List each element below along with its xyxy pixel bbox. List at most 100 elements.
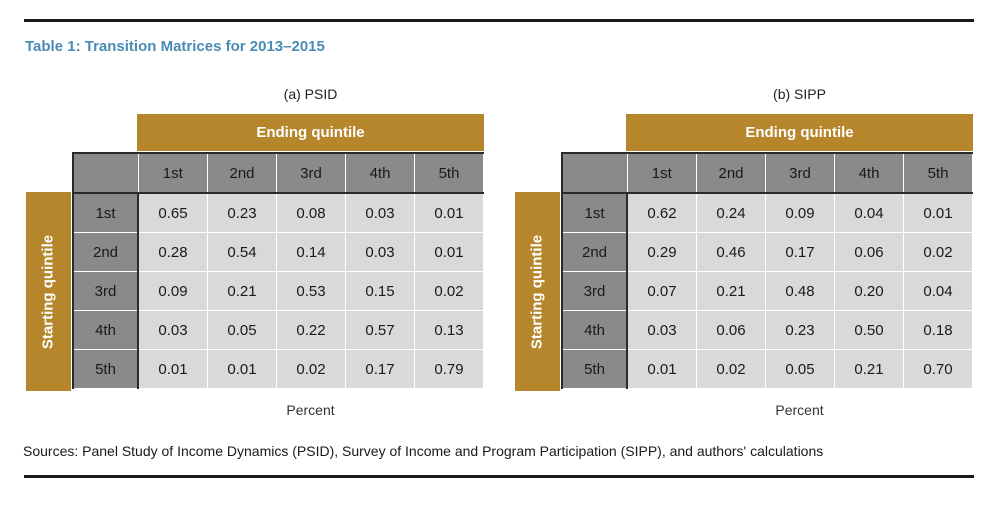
table-row: 2nd 0.29 0.46 0.17 0.06 0.02	[561, 232, 973, 272]
table-row: 4th 0.03 0.05 0.22 0.57 0.13	[72, 310, 484, 350]
matrix-cell: 0.05	[765, 349, 835, 389]
table-row: 1st 0.62 0.24 0.09 0.04 0.01	[561, 192, 973, 233]
bottom-rule	[24, 475, 974, 478]
panel-sipp: (b) SIPP Ending quintile Starting quinti…	[515, 84, 975, 424]
matrix-cell: 0.28	[137, 232, 208, 272]
corner-cell	[561, 152, 628, 194]
table-row: 2nd 0.28 0.54 0.14 0.03 0.01	[72, 232, 484, 272]
column-header: 5th	[903, 152, 973, 194]
corner-cell	[72, 152, 139, 194]
column-header: 3rd	[276, 152, 346, 194]
matrix-cell: 0.04	[903, 271, 973, 311]
matrix-cell: 0.15	[345, 271, 415, 311]
row-header: 1st	[561, 192, 628, 233]
table-row: 5th 0.01 0.01 0.02 0.17 0.79	[72, 349, 484, 389]
row-header: 2nd	[72, 232, 139, 272]
top-rule	[24, 19, 974, 22]
panel-subtitle: (b) SIPP	[773, 86, 826, 102]
matrix-cell: 0.57	[345, 310, 415, 350]
matrix-cell: 0.09	[765, 192, 835, 233]
matrix-cell: 0.18	[903, 310, 973, 350]
column-group-header: Ending quintile	[137, 114, 484, 151]
matrix-cell: 0.53	[276, 271, 346, 311]
row-group-label: Starting quintile	[528, 234, 546, 350]
matrix-cell: 0.08	[276, 192, 346, 233]
matrix-cell: 0.06	[834, 232, 904, 272]
table-row: 4th 0.03 0.06 0.23 0.50 0.18	[561, 310, 973, 350]
column-group-label: Ending quintile	[256, 124, 365, 141]
row-group-header: Starting quintile	[515, 192, 560, 391]
matrix-cell: 0.01	[626, 349, 697, 389]
units-note: Percent	[775, 402, 824, 418]
column-header: 4th	[345, 152, 415, 194]
matrix-cell: 0.54	[207, 232, 277, 272]
matrix-cell: 0.21	[696, 271, 766, 311]
matrix-cell: 0.46	[696, 232, 766, 272]
matrix-cell: 0.17	[345, 349, 415, 389]
matrix-cell: 0.04	[834, 192, 904, 233]
table-row: 5th 0.01 0.02 0.05 0.21 0.70	[561, 349, 973, 389]
matrix-cell: 0.01	[903, 192, 973, 233]
matrix-cell: 0.03	[626, 310, 697, 350]
row-header: 3rd	[561, 271, 628, 311]
table-row: 3rd 0.07 0.21 0.48 0.20 0.04	[561, 271, 973, 311]
column-header: 1st	[626, 152, 697, 194]
matrix-cell: 0.03	[137, 310, 208, 350]
header-row: 1st 2nd 3rd 4th 5th	[561, 152, 973, 194]
column-header: 1st	[137, 152, 208, 194]
matrix-cell: 0.06	[696, 310, 766, 350]
matrix-cell: 0.48	[765, 271, 835, 311]
matrix-cell: 0.02	[276, 349, 346, 389]
column-header: 2nd	[696, 152, 766, 194]
row-header: 3rd	[72, 271, 139, 311]
page-title: Table 1: Transition Matrices for 2013–20…	[25, 38, 325, 55]
matrix-cell: 0.03	[345, 232, 415, 272]
table-row: 3rd 0.09 0.21 0.53 0.15 0.02	[72, 271, 484, 311]
matrix-cell: 0.50	[834, 310, 904, 350]
matrix-cell: 0.65	[137, 192, 208, 233]
matrix-cell: 0.62	[626, 192, 697, 233]
matrix-cell: 0.14	[276, 232, 346, 272]
matrix-cell: 0.79	[414, 349, 484, 389]
sources-note: Sources: Panel Study of Income Dynamics …	[23, 443, 824, 459]
matrix-cell: 0.23	[765, 310, 835, 350]
row-header: 4th	[72, 310, 139, 350]
column-group-header: Ending quintile	[626, 114, 973, 151]
column-group-label: Ending quintile	[745, 124, 854, 141]
matrix-table: 1st 2nd 3rd 4th 5th 1st 0.62 0.24 0.09 0.04 0.01 2n…	[561, 152, 973, 389]
column-header: 3rd	[765, 152, 835, 194]
matrix-cell: 0.22	[276, 310, 346, 350]
matrix-table: 1st 2nd 3rd 4th 5th 1st 0.65 0.23 0.08 0.03 0.01 2n…	[72, 152, 484, 389]
matrix-cell: 0.02	[414, 271, 484, 311]
matrix-cell: 0.05	[207, 310, 277, 350]
matrix-cell: 0.23	[207, 192, 277, 233]
column-header: 4th	[834, 152, 904, 194]
matrix-cell: 0.24	[696, 192, 766, 233]
matrix-cell: 0.03	[345, 192, 415, 233]
row-group-header: Starting quintile	[26, 192, 71, 391]
matrix-cell: 0.09	[137, 271, 208, 311]
panel-subtitle: (a) PSID	[283, 86, 338, 102]
matrix-cell: 0.07	[626, 271, 697, 311]
row-group-label: Starting quintile	[39, 234, 57, 350]
row-header: 4th	[561, 310, 628, 350]
row-header: 1st	[72, 192, 139, 233]
matrix-cell: 0.70	[903, 349, 973, 389]
table-row: 1st 0.65 0.23 0.08 0.03 0.01	[72, 192, 484, 233]
panel-psid: (a) PSID Ending quintile Starting quinti…	[26, 84, 486, 424]
matrix-cell: 0.20	[834, 271, 904, 311]
matrix-cell: 0.17	[765, 232, 835, 272]
units-note: Percent	[286, 402, 335, 418]
column-header: 5th	[414, 152, 484, 194]
header-row: 1st 2nd 3rd 4th 5th	[72, 152, 484, 194]
matrix-cell: 0.21	[207, 271, 277, 311]
row-header: 5th	[72, 349, 139, 389]
matrix-cell: 0.29	[626, 232, 697, 272]
matrix-cell: 0.02	[696, 349, 766, 389]
row-header: 2nd	[561, 232, 628, 272]
matrix-cell: 0.21	[834, 349, 904, 389]
matrix-cell: 0.13	[414, 310, 484, 350]
row-header: 5th	[561, 349, 628, 389]
column-header: 2nd	[207, 152, 277, 194]
matrix-cell: 0.01	[137, 349, 208, 389]
